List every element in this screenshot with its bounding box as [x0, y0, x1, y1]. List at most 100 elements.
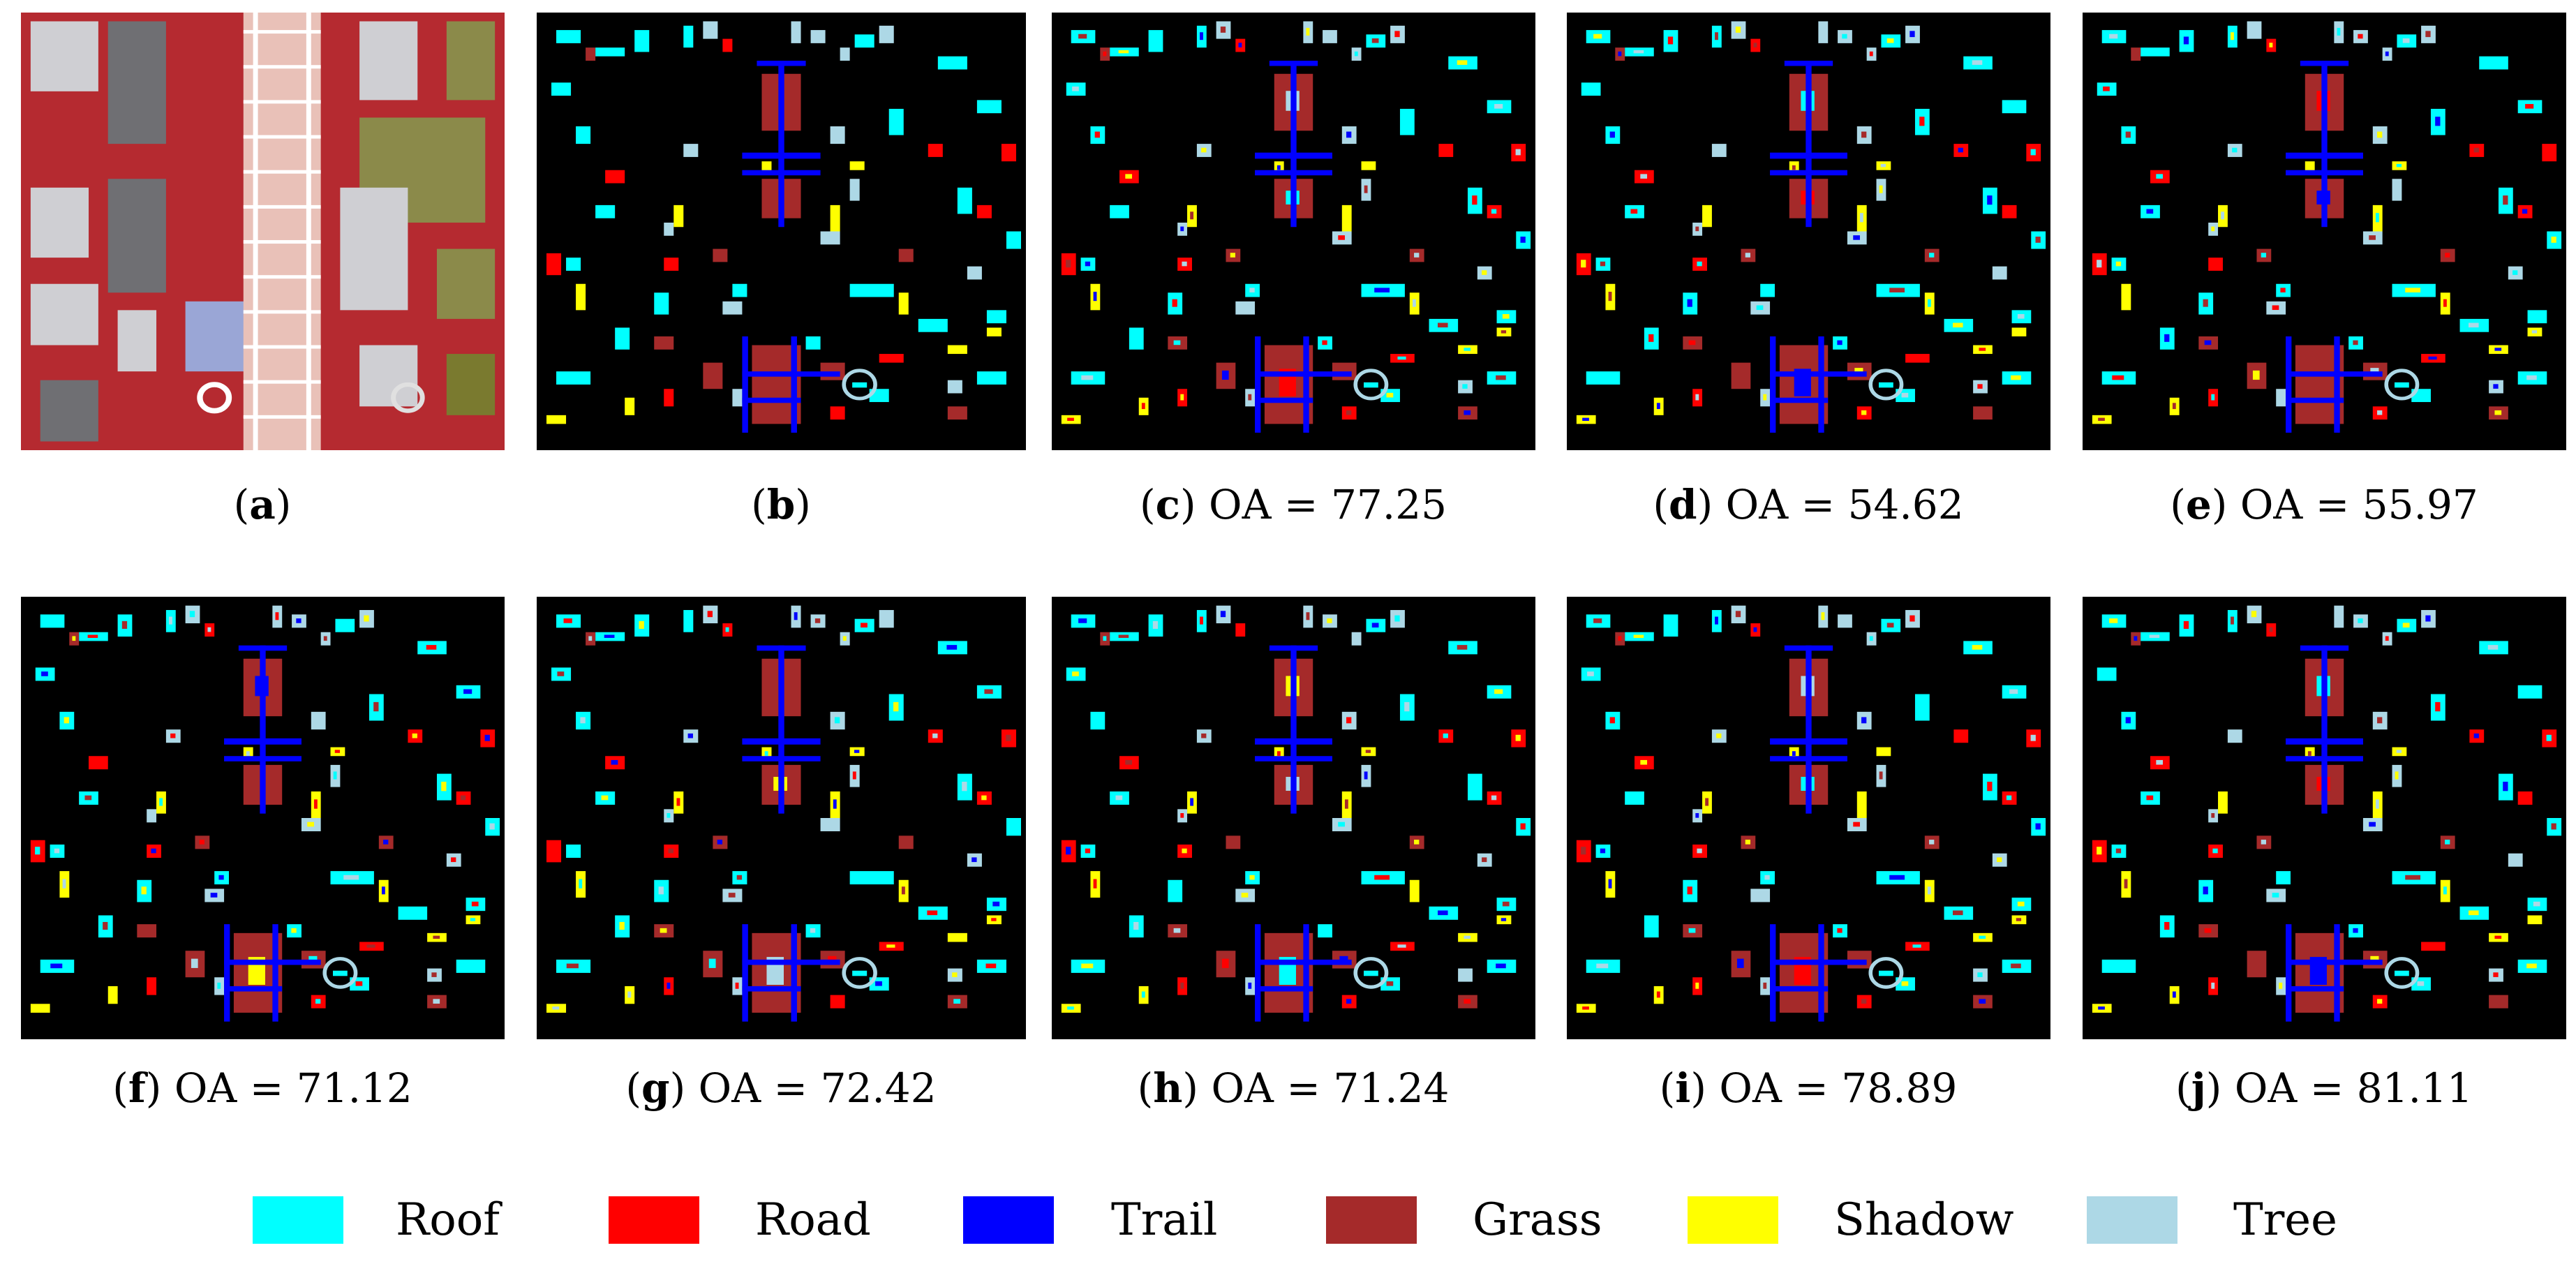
region-noise: [1756, 305, 1764, 311]
region-noise: [2035, 237, 2041, 243]
mall-path: [243, 275, 321, 279]
region-tree: [840, 47, 850, 61]
region-tree: [2247, 21, 2262, 39]
region-noise: [1695, 982, 1699, 989]
trail-segment: [742, 397, 801, 403]
region-noise: [1861, 717, 1867, 724]
region-noise: [366, 944, 375, 948]
region-noise: [1125, 759, 1133, 765]
region-noise: [2425, 31, 2431, 38]
region-noise: [667, 982, 671, 989]
region-roof: [976, 100, 1002, 114]
region-noise: [431, 972, 437, 977]
trail-segment: [791, 924, 797, 1022]
region-noise: [1118, 50, 1129, 54]
classification-map-i: [1576, 605, 2046, 1022]
legend-label-shadow: Shadow: [1834, 1194, 2014, 1246]
region-noise: [953, 999, 961, 1004]
region-roof: [654, 292, 669, 315]
region-noise: [2097, 260, 2102, 268]
region-noise: [1697, 261, 1702, 267]
region-tree: [2392, 179, 2402, 201]
region-noise: [1067, 417, 1074, 421]
classification-map-e: [2092, 21, 2562, 433]
region-road: [2002, 205, 2017, 218]
region-roof: [456, 959, 486, 973]
trail-segment: [224, 738, 301, 745]
legend-swatch-shadow: [1688, 1196, 1778, 1244]
region-noise: [2251, 611, 2257, 618]
region-noise: [373, 701, 379, 712]
region-shadow: [1361, 161, 1376, 170]
building: [446, 21, 496, 101]
trail-segment: [1770, 756, 1847, 761]
region-roof: [1467, 773, 1482, 801]
mall-path: [243, 345, 321, 349]
region-roof: [566, 845, 581, 858]
region-noise: [1371, 38, 1379, 43]
mall-path: [243, 30, 321, 34]
region-noise: [1879, 185, 1883, 193]
region-noise: [210, 893, 218, 898]
region-noise: [1190, 211, 1194, 220]
region-grass: [1226, 835, 1241, 849]
region-roof: [551, 82, 572, 96]
mall-path: [243, 205, 321, 209]
region-roof: [1006, 231, 1021, 249]
region-noise: [2261, 840, 2266, 845]
region-shadow: [1702, 205, 1712, 228]
region-roof: [556, 30, 581, 43]
region-noise: [2435, 117, 2441, 126]
region-roof: [2517, 685, 2543, 699]
region-noise: [1443, 733, 1448, 738]
trail-segment: [260, 645, 266, 814]
trail-segment: [742, 986, 801, 992]
region-noise: [2172, 403, 2176, 410]
region-noise: [471, 901, 479, 907]
fountain-ring: [2384, 957, 2420, 989]
region-noise: [2115, 848, 2122, 854]
region-noise: [275, 612, 279, 620]
region-noise: [1608, 879, 1612, 888]
region-noise: [1482, 857, 1487, 863]
region-noise: [1115, 795, 1123, 801]
region-roof: [888, 108, 904, 135]
region-noise: [121, 620, 128, 629]
region-noise: [1608, 292, 1612, 302]
fountain: [197, 382, 232, 414]
region-noise: [1764, 875, 1770, 880]
region-roof: [1625, 791, 1644, 805]
trail-segment: [2286, 336, 2292, 433]
trail-segment: [2334, 336, 2340, 433]
trail-segment: [1303, 924, 1309, 1022]
region-noise: [2551, 237, 2556, 243]
region-noise: [103, 921, 108, 930]
region-noise: [1072, 86, 1079, 91]
region-noise: [1520, 237, 1526, 243]
region-noise: [1141, 991, 1145, 998]
region-roof: [556, 371, 591, 385]
region-noise: [1322, 340, 1327, 345]
region-noise: [2204, 928, 2212, 933]
building: [436, 248, 496, 319]
trail-segment: [1770, 371, 1867, 377]
region-noise: [1085, 848, 1091, 854]
region-noise: [588, 636, 593, 641]
building: [446, 354, 496, 415]
region-roof: [732, 283, 747, 297]
trail-segment: [1770, 738, 1847, 745]
region-grass: [1973, 406, 1993, 420]
region-noise: [1979, 999, 1986, 1004]
region-noise: [151, 848, 156, 854]
region-noise: [2172, 991, 2176, 998]
region-noise: [64, 717, 69, 724]
trail-segment: [1770, 959, 1867, 965]
region-noise: [1006, 734, 1011, 741]
region-noise: [1633, 50, 1644, 54]
region-noise: [1716, 733, 1722, 738]
region-noise: [2232, 147, 2238, 153]
region-noise: [886, 944, 895, 948]
legend-label-grass: Grass: [1473, 1194, 1602, 1246]
region-noise: [2533, 901, 2540, 907]
region-noise: [1066, 260, 1071, 268]
